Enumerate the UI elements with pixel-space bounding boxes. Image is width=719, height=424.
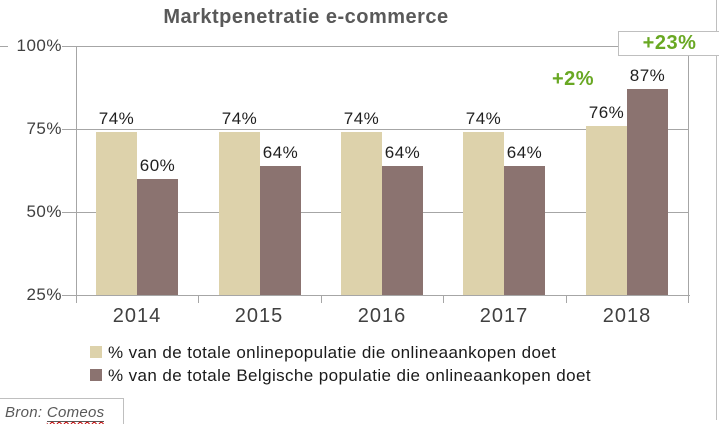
bar-2015-series2 (260, 166, 301, 295)
x-axis-tick-4 (566, 295, 567, 303)
x-axis-label-2015: 2015 (234, 305, 284, 327)
legend: % van de totale onlinepopulatie die onli… (90, 343, 591, 389)
bar-2018-series1 (586, 126, 627, 295)
bar-2017-series1 (463, 132, 504, 295)
gridline-75 (60, 129, 688, 130)
x-axis-label-2018: 2018 (602, 305, 652, 327)
bar-2014-series2 (137, 179, 178, 295)
source-box: Bron: Comeos (0, 398, 124, 424)
bar-value-label-2015-series2: 64% (262, 143, 299, 162)
y-axis-label-50: 50% (8, 202, 62, 221)
source-prefix: Bron: (5, 404, 43, 421)
legend-swatch-onlinepopulatie (90, 346, 102, 358)
bar-2018-series2 (627, 89, 668, 295)
gridline-100 (0, 46, 688, 47)
bar-value-label-2016-series1: 74% (343, 109, 380, 128)
source-name: Comeos (46, 404, 105, 422)
x-axis-tick-2 (321, 295, 322, 303)
x-axis-label-2016: 2016 (357, 305, 407, 327)
increase-annotation-2pct: +2% (551, 68, 595, 90)
gridline-25 (60, 295, 690, 296)
x-axis-label-2017: 2017 (479, 305, 529, 327)
legend-label-belgische-populatie: % van de totale Belgische populatie die … (108, 366, 591, 385)
legend-swatch-belgische-populatie (90, 369, 102, 381)
bar-value-label-2018-series2: 87% (629, 66, 666, 85)
bar-value-label-2017-series2: 64% (506, 143, 543, 162)
bar-value-label-2015-series1: 74% (221, 109, 258, 128)
increase-annotation-23pct-box: +23% (618, 31, 719, 56)
legend-item-belgische-populatie: % van de totale Belgische populatie die … (90, 366, 591, 389)
bar-2015-series1 (219, 132, 260, 295)
legend-label-onlinepopulatie: % van de totale onlinepopulatie die onli… (108, 343, 557, 362)
chart-title: Marktpenetratie e-commerce (163, 6, 449, 28)
bar-2016-series2 (382, 166, 423, 295)
slide-right-border (716, 0, 717, 420)
bar-2017-series2 (504, 166, 545, 295)
y-axis-label-100: 100% (8, 36, 62, 55)
x-axis-label-2014: 2014 (112, 305, 162, 327)
y-axis-label-25: 25% (8, 285, 62, 304)
increase-annotation-23pct: +23% (642, 32, 697, 54)
bar-value-label-2017-series1: 74% (465, 109, 502, 128)
bar-2014-series1 (96, 132, 137, 295)
bar-value-label-2016-series2: 64% (384, 143, 421, 162)
bar-2016-series1 (341, 132, 382, 295)
y-axis-line (76, 46, 77, 303)
x-axis-tick-3 (443, 295, 444, 303)
y-axis-label-75: 75% (8, 119, 62, 138)
legend-item-onlinepopulatie: % van de totale onlinepopulatie die onli… (90, 343, 591, 366)
source-text: Bron: Comeos (5, 404, 123, 422)
bar-value-label-2014-series2: 60% (139, 156, 176, 175)
plot-right-border (688, 46, 689, 303)
bar-value-label-2014-series1: 74% (98, 109, 135, 128)
x-axis-tick-1 (198, 295, 199, 303)
bar-value-label-2018-series1: 76% (588, 103, 625, 122)
